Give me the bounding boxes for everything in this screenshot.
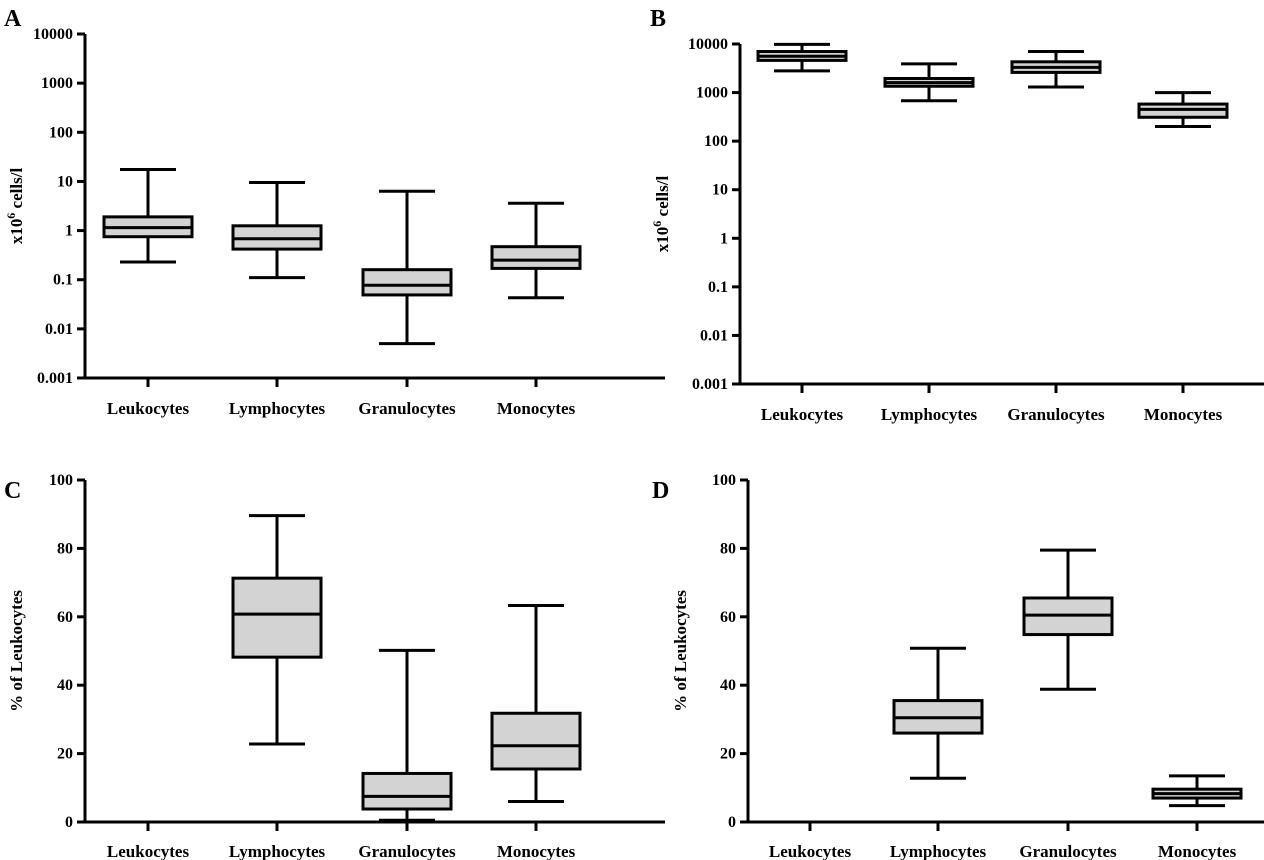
y-tick-label: 20 <box>720 746 736 763</box>
y-tick-label: 1 <box>720 230 728 247</box>
x-tick-label: Monocytes <box>1158 842 1237 860</box>
box-leukocytes <box>102 167 194 264</box>
box-iqr <box>490 711 582 771</box>
x-tick-label: Monocytes <box>497 399 576 418</box>
box-lymphocytes <box>231 181 323 280</box>
y-tick-label: 100 <box>49 124 73 141</box>
box-iqr <box>231 576 323 659</box>
x-tick-label: Granulocytes <box>1019 842 1117 860</box>
panel-c: C 0 20 40 60 80 100 % of Leukocytes Leukocytes Ly… <box>4 472 665 860</box>
x-tick-label: Monocytes <box>1144 405 1223 424</box>
y-tick-label: 1000 <box>41 75 73 92</box>
y-tick-label: 100 <box>49 472 73 489</box>
box-granulocytes <box>1022 548 1114 691</box>
box-iqr <box>361 771 453 811</box>
panel-b: B 0.001 0.01 0.1 1 10 100 1000 10000 x106 cells/l… <box>650 6 1264 424</box>
y-tick-label: 60 <box>57 609 73 626</box>
box-monocytes <box>1151 774 1243 808</box>
panel-letter: D <box>652 478 669 504</box>
y-tick-label: 0 <box>65 814 73 831</box>
y-tick-label: 10 <box>712 182 728 199</box>
x-tick-label: Lymphocytes <box>881 405 978 424</box>
y-tick-label: 0.1 <box>708 279 728 296</box>
x-tick-label: Leukocytes <box>107 842 190 860</box>
y-axis-label: x106 cells/l <box>650 176 672 253</box>
y-tick-label: 40 <box>57 677 73 694</box>
panel-letter: C <box>4 478 21 504</box>
y-tick-label: 0 <box>728 814 736 831</box>
y-axis-label: x106 cells/l <box>4 168 26 245</box>
box-lymphocytes <box>231 514 323 746</box>
x-tick-label: Granulocytes <box>1007 405 1105 424</box>
y-axis-label: % of Leukocytes <box>671 590 690 712</box>
box-iqr <box>490 245 582 270</box>
y-tick-label: 100 <box>712 472 736 489</box>
x-tick-label: Monocytes <box>497 842 576 860</box>
y-tick-label: 1 <box>65 223 73 240</box>
box-granulocytes <box>361 189 453 346</box>
x-tick-label: Granulocytes <box>358 399 456 418</box>
y-tick-label: 20 <box>57 746 73 763</box>
y-tick-label: 0.001 <box>692 376 728 393</box>
x-tick-label: Lymphocytes <box>890 842 987 860</box>
x-tick-label: Leukocytes <box>761 405 844 424</box>
box-lymphocytes <box>883 62 975 103</box>
y-tick-label: 10000 <box>688 36 728 53</box>
y-tick-label: 60 <box>720 609 736 626</box>
box-monocytes <box>490 201 582 300</box>
panel-a: A 0.001 0.01 0.1 1 10 100 1000 10000 x106 cells/l… <box>4 6 665 418</box>
box-granulocytes <box>1010 50 1102 89</box>
y-tick-label: 0.1 <box>53 272 73 289</box>
y-tick-label: 0.01 <box>45 321 73 338</box>
box-monocytes <box>490 604 582 803</box>
y-tick-label: 0.001 <box>37 370 73 387</box>
x-tick-label: Lymphocytes <box>229 842 326 860</box>
y-tick-label: 40 <box>720 677 736 694</box>
y-tick-label: 80 <box>57 540 73 557</box>
y-tick-label: 10000 <box>33 26 73 43</box>
y-tick-label: 100 <box>704 133 728 150</box>
box-lymphocytes <box>892 646 984 780</box>
y-axis-label: % of Leukocytes <box>7 590 26 712</box>
x-tick-label: Granulocytes <box>358 842 456 860</box>
panel-d: D 0 20 40 60 80 100 % of Leukocytes Leukocytes Ly… <box>652 472 1264 860</box>
box-leukocytes <box>756 42 848 73</box>
y-tick-label: 80 <box>720 540 736 557</box>
panel-letter: B <box>650 6 666 32</box>
panel-letter: A <box>4 6 22 32</box>
y-tick-label: 0.01 <box>700 327 728 344</box>
y-tick-label: 10 <box>57 173 73 190</box>
box-granulocytes <box>361 648 453 822</box>
x-tick-label: Leukocytes <box>107 399 190 418</box>
x-tick-label: Leukocytes <box>769 842 852 860</box>
box-monocytes <box>1137 91 1229 129</box>
y-tick-label: 1000 <box>696 85 728 102</box>
box-iqr <box>361 268 453 297</box>
x-tick-label: Lymphocytes <box>229 399 326 418</box>
